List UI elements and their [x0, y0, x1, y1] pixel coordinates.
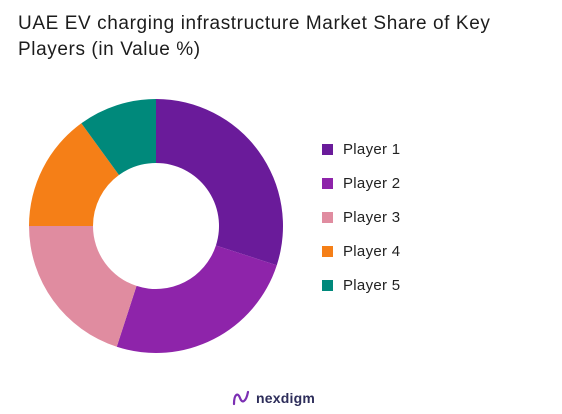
- legend-swatch-player-2: [322, 177, 333, 189]
- legend-swatch-player-5: [322, 279, 333, 291]
- legend-item-player-2: Player 2: [322, 166, 400, 200]
- legend-label: Player 2: [343, 174, 401, 192]
- legend-item-player-1: Player 1: [322, 132, 400, 166]
- legend-label: Player 5: [343, 276, 401, 294]
- legend-swatch-player-3: [322, 211, 333, 223]
- slice-player-3: [29, 226, 137, 347]
- nexdigm-logo-icon: [232, 390, 250, 406]
- slice-player-2: [116, 245, 277, 353]
- legend-item-player-5: Player 5: [322, 268, 400, 302]
- legend-item-player-3: Player 3: [322, 200, 400, 234]
- chart-legend: Player 1 Player 2 Player 3 Player 4 Play…: [322, 132, 400, 302]
- chart-title: UAE EV charging infrastructure Market Sh…: [18, 13, 491, 60]
- legend-label: Player 1: [343, 140, 401, 158]
- legend-label: Player 3: [343, 208, 401, 226]
- legend-swatch-player-1: [322, 143, 333, 155]
- slice-player-4: [29, 123, 119, 226]
- slice-player-1: [156, 99, 283, 266]
- legend-item-player-4: Player 4: [322, 234, 400, 268]
- slice-player-5: [81, 99, 156, 176]
- legend-swatch-player-4: [322, 245, 333, 257]
- brand-logo: nexdigm: [232, 389, 315, 407]
- legend-label: Player 4: [343, 242, 401, 260]
- brand-name: nexdigm: [256, 390, 315, 406]
